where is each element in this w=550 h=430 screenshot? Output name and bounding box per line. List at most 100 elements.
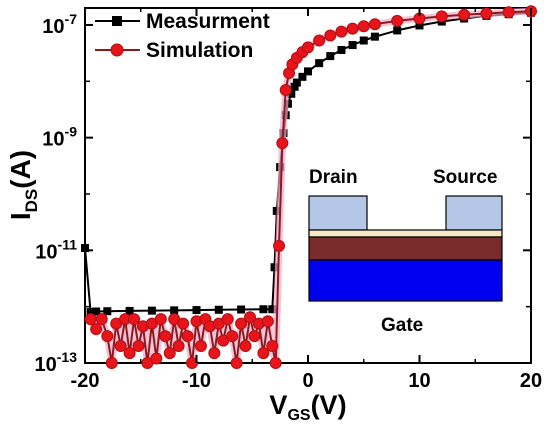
data-point: [502, 6, 515, 19]
y-tick-label: 10-11: [35, 236, 77, 263]
data-point: [391, 14, 404, 27]
data-point: [181, 330, 194, 343]
data-point: [370, 32, 379, 41]
data-point: [292, 78, 301, 87]
data-point: [298, 72, 307, 81]
series-simulation: [84, 5, 537, 369]
y-tick-label: 10-13: [35, 349, 78, 376]
data-point: [273, 239, 286, 252]
legend-marker-circle: [110, 43, 124, 57]
data-point: [235, 317, 248, 330]
data-point: [302, 41, 314, 54]
gate-layer: [308, 259, 503, 302]
data-point: [480, 7, 493, 20]
data-point: [159, 330, 172, 343]
device-cross-section-inset: Drain Source Gate: [308, 167, 503, 336]
data-point: [279, 84, 292, 97]
insulator-layer: [308, 229, 503, 238]
x-tick-label: -10: [182, 370, 211, 392]
channel-layer: [308, 236, 503, 261]
data-point: [290, 82, 299, 91]
data-point: [132, 340, 145, 353]
legend: Measurment Simulation: [95, 10, 270, 62]
data-point: [163, 347, 176, 360]
data-point: [105, 357, 118, 369]
data-point: [415, 21, 424, 30]
data-point: [154, 313, 167, 326]
data-point: [172, 340, 185, 353]
data-point: [170, 306, 179, 315]
data-point: [230, 357, 243, 369]
data-point: [335, 25, 348, 38]
data-point: [114, 340, 127, 353]
data-point: [458, 8, 471, 21]
data-point: [239, 340, 252, 353]
data-point: [123, 347, 136, 360]
data-point: [326, 52, 335, 61]
data-point: [208, 347, 221, 360]
tick-layer: -20 -10 0 10 20 10-13 10-11 10-9 10-7: [35, 8, 542, 392]
data-point: [244, 311, 257, 324]
data-point: [186, 357, 199, 369]
data-point: [194, 340, 207, 353]
data-point: [128, 313, 141, 326]
data-point: [192, 306, 201, 315]
data-point: [435, 10, 448, 23]
data-point: [248, 330, 261, 343]
legend-label-simulation: Simulation: [146, 39, 253, 62]
data-point: [368, 18, 381, 31]
data-point: [125, 306, 134, 315]
x-tick-label: 0: [302, 370, 313, 392]
data-point: [81, 243, 89, 252]
inset-label-drain: Drain: [309, 167, 358, 188]
legend-marker-square: [112, 16, 122, 26]
data-point: [86, 308, 95, 317]
data-point: [276, 137, 289, 150]
inset-label-gate: Gate: [381, 315, 423, 336]
data-point: [348, 41, 357, 50]
data-point: [261, 315, 274, 328]
y-tick-label: 10-9: [42, 124, 77, 151]
data-point: [393, 26, 402, 35]
data-point: [90, 323, 103, 336]
data-point: [214, 305, 223, 314]
data-point: [101, 330, 114, 343]
data-point: [304, 67, 312, 76]
data-point: [315, 59, 324, 68]
data-point: [346, 22, 359, 35]
source-contact: [445, 195, 503, 231]
data-point: [357, 20, 370, 33]
series-layer: [81, 5, 537, 369]
data-point: [324, 29, 337, 42]
legend-entry-measurment: Measurment: [95, 10, 270, 33]
data-point: [268, 305, 277, 314]
data-point: [337, 45, 346, 54]
data-point: [177, 317, 190, 330]
data-point: [266, 340, 279, 353]
data-point: [259, 305, 268, 314]
x-tick-label: 10: [408, 370, 430, 392]
data-point: [359, 36, 368, 45]
data-point: [237, 305, 246, 314]
x-tick-label: -20: [71, 370, 100, 392]
data-point: [287, 89, 296, 98]
x-axis-title: VGS(V): [269, 390, 346, 424]
data-point: [92, 307, 101, 316]
x-tick-label: 20: [520, 370, 542, 392]
drain-contact: [308, 195, 368, 231]
legend-label-measurment: Measurment: [146, 10, 270, 33]
data-point: [150, 352, 163, 365]
data-point: [221, 313, 234, 326]
data-point: [103, 307, 112, 316]
data-point: [84, 313, 97, 326]
legend-entry-simulation: Simulation: [95, 39, 253, 62]
data-point: [147, 306, 156, 315]
data-point: [95, 313, 108, 326]
data-point: [257, 347, 270, 360]
data-point: [226, 330, 239, 343]
data-point: [270, 263, 279, 272]
inset-label-source: Source: [433, 167, 497, 188]
y-axis-title: IDS(A): [5, 150, 41, 220]
data-point: [313, 34, 326, 47]
